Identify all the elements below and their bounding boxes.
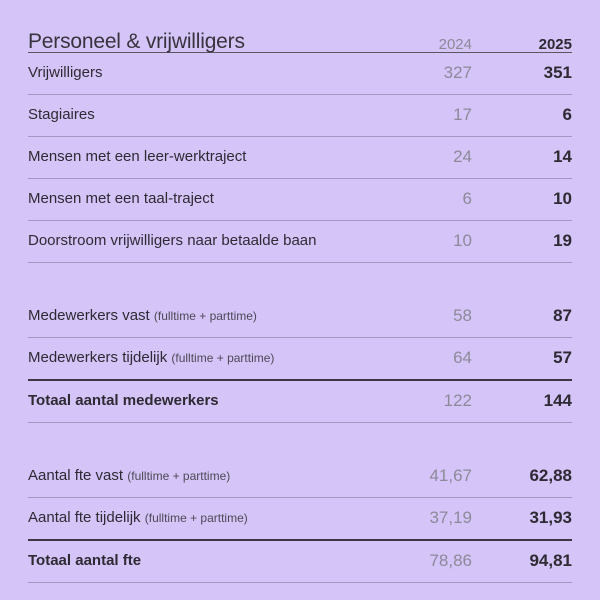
row-label-main: Totaal aantal medewerkers: [28, 392, 219, 410]
group-spacer: [28, 263, 572, 297]
row-value-2024: 64: [372, 337, 472, 381]
row-label: Vrijwilligers: [28, 52, 372, 95]
row-label: Aantal fte vast (fulltime + parttime): [28, 456, 372, 498]
row-value-2025: 351: [472, 52, 572, 95]
row-label-main: Vrijwilligers: [28, 64, 103, 82]
column-header-2025: 2025: [472, 0, 572, 53]
row-label-note: (fulltime + parttime): [144, 511, 248, 526]
row-label-main: Mensen met een leer-werktraject: [28, 148, 247, 166]
page-title: Personeel & vrijwilligers: [28, 0, 372, 53]
table-body: Vrijwilligers 327 351 Stagiaires 17 6 Mensen m…: [28, 52, 572, 583]
row-value-2025: 87: [472, 296, 572, 338]
table-row-total: Totaal aantal fte 78,86 94,81: [28, 539, 572, 583]
row-label: Mensen met een leer-werktraject: [28, 136, 372, 179]
header-row: Personeel & vrijwilligers 2024 2025: [28, 0, 572, 53]
row-label-main: Mensen met een taal-traject: [28, 190, 214, 208]
row-value-2024: 122: [372, 379, 472, 423]
table-row: Vrijwilligers 327 351: [28, 52, 572, 95]
table-row-total: Totaal aantal medewerkers 122 144: [28, 379, 572, 423]
row-label-main: Stagiaires: [28, 106, 95, 124]
group-spacer-cell: [28, 263, 572, 297]
group-spacer-cell: [28, 423, 572, 457]
table-row: Aantal fte vast (fulltime + parttime) 41,…: [28, 456, 572, 498]
row-label: Stagiaires: [28, 94, 372, 137]
table-row: Mensen met een taal-traject 6 10: [28, 178, 572, 221]
row-label-main: Totaal aantal fte: [28, 552, 142, 570]
row-label-main: Medewerkers vast: [28, 307, 150, 325]
table-row: Medewerkers vast (fulltime + parttime) 58…: [28, 296, 572, 338]
row-value-2025: 19: [472, 220, 572, 263]
row-label: Doorstroom vrijwilligers naar betaalde b…: [28, 220, 372, 263]
row-label: Mensen met een taal-traject: [28, 178, 372, 221]
table-row: Doorstroom vrijwilligers naar betaalde b…: [28, 220, 572, 263]
column-header-2024: 2024: [372, 0, 472, 53]
table-row: Mensen met een leer-werktraject 24 14: [28, 136, 572, 179]
table-row: Medewerkers tijdelijk (fulltime + partti…: [28, 337, 572, 381]
row-value-2025: 31,93: [472, 497, 572, 541]
row-label-main: Doorstroom vrijwilligers naar betaalde b…: [28, 232, 317, 250]
row-value-2025: 6: [472, 94, 572, 137]
row-label-note: (fulltime + parttime): [171, 351, 275, 366]
row-value-2024: 6: [372, 178, 472, 221]
row-value-2025: 144: [472, 379, 572, 423]
row-value-2025: 62,88: [472, 456, 572, 498]
row-value-2024: 41,67: [372, 456, 472, 498]
row-value-2024: 78,86: [372, 539, 472, 583]
row-label-main: Aantal fte tijdelijk: [28, 509, 141, 527]
row-label-main: Medewerkers tijdelijk: [28, 349, 168, 367]
table-row: Stagiaires 17 6: [28, 94, 572, 137]
row-label: Totaal aantal medewerkers: [28, 379, 372, 423]
row-label-main: Aantal fte vast: [28, 467, 124, 485]
row-value-2025: 14: [472, 136, 572, 179]
row-value-2024: 10: [372, 220, 472, 263]
row-label-note: (fulltime + parttime): [127, 469, 231, 484]
row-value-2024: 58: [372, 296, 472, 338]
row-label: Medewerkers vast (fulltime + parttime): [28, 296, 372, 338]
row-label: Totaal aantal fte: [28, 539, 372, 583]
row-value-2025: 94,81: [472, 539, 572, 583]
row-value-2024: 24: [372, 136, 472, 179]
table-row: Aantal fte tijdelijk (fulltime + parttim…: [28, 497, 572, 541]
personnel-volunteers-table: Personeel & vrijwilligers 2024 2025 Vrij…: [28, 0, 572, 583]
row-label: Medewerkers tijdelijk (fulltime + partti…: [28, 337, 372, 381]
group-spacer: [28, 423, 572, 457]
row-value-2024: 37,19: [372, 497, 472, 541]
stats-table-container: Personeel & vrijwilligers 2024 2025 Vrij…: [28, 0, 572, 583]
row-label: Aantal fte tijdelijk (fulltime + parttim…: [28, 497, 372, 541]
row-value-2025: 57: [472, 337, 572, 381]
row-value-2024: 17: [372, 94, 472, 137]
row-value-2024: 327: [372, 52, 472, 95]
table-header: Personeel & vrijwilligers 2024 2025: [28, 0, 572, 53]
row-value-2025: 10: [472, 178, 572, 221]
row-label-note: (fulltime + parttime): [153, 309, 257, 324]
